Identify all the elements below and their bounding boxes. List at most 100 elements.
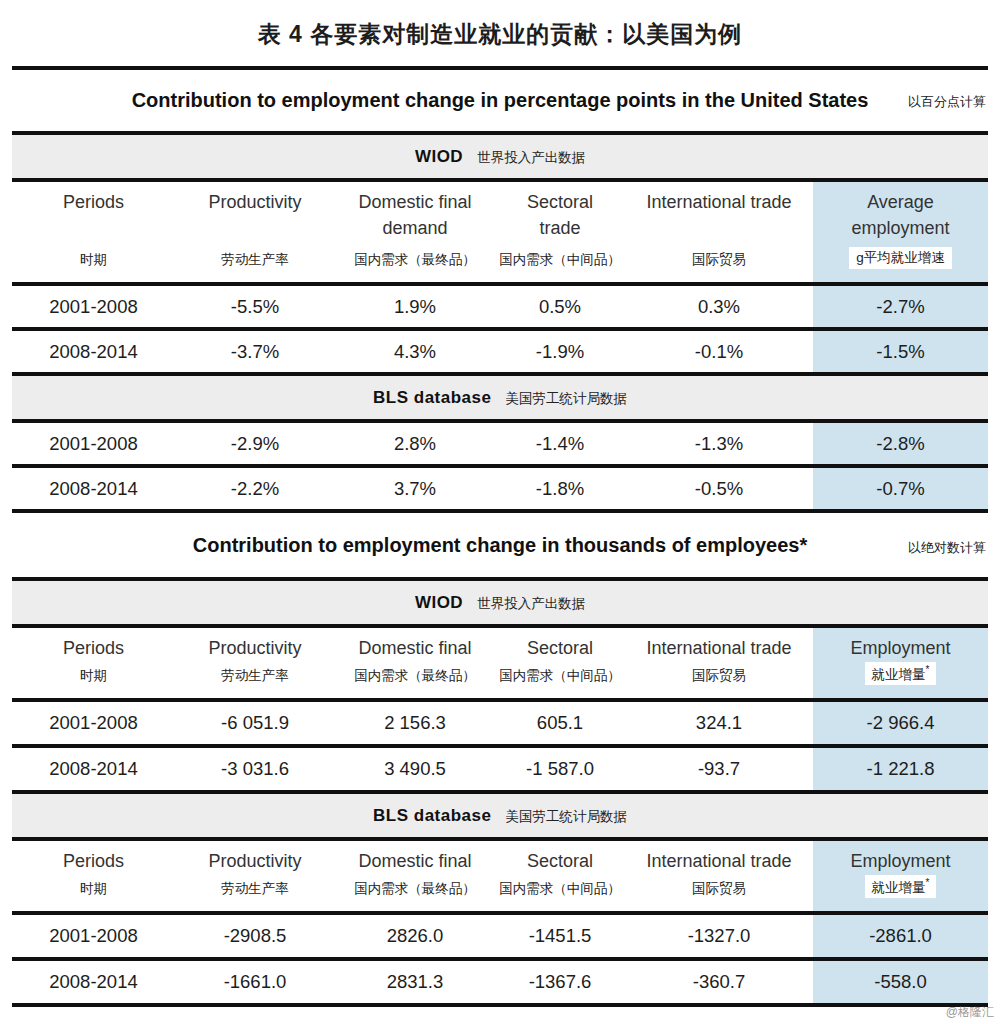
column-header-en: Periods [12, 848, 175, 874]
value-cell: 2.8% [335, 421, 495, 466]
column-header: Productivity 劳动生产率 [175, 626, 335, 700]
column-header-zh: 时期 [12, 251, 175, 269]
value-cell: -1327.0 [625, 913, 813, 959]
column-header-zh: 国际贸易 [625, 251, 813, 269]
band-row: BLS database美国劳工统计局数据 [12, 792, 988, 839]
column-header-row: Periods 时期 Productivity劳动生产率Domestic final… [12, 839, 988, 913]
period-cell: 2008-2014 [12, 466, 175, 511]
data-row: 2008-2014-3 031.63 490.5-1 587.0-93.7-1 … [12, 746, 988, 792]
band-label-en: WIOD [415, 147, 463, 166]
column-header-zh-label: 劳动生产率 [221, 881, 289, 896]
data-row: 2001-2008-2908.52826.0-1451.5-1327.0-286… [12, 913, 988, 959]
column-header-zh: 时期 [12, 667, 175, 685]
column-header-zh-label: 国内需求（最终品） [354, 668, 476, 683]
value-cell: 2831.3 [335, 959, 495, 1005]
period-cell: 2001-2008 [12, 913, 175, 959]
value-cell: -2.2% [175, 466, 335, 511]
column-header-zh-label: 劳动生产率 [221, 668, 289, 683]
value-cell: -1 587.0 [495, 746, 625, 792]
column-header: Domestic final国内需求（最终品） [335, 839, 495, 913]
value-cell: -1.9% [495, 329, 625, 374]
column-header-zh: 劳动生产率 [175, 251, 335, 269]
column-header-zh-label: 国内需求（中间品） [499, 881, 621, 896]
column-header-zh: 劳动生产率 [175, 880, 335, 898]
column-header-zh-label: 国际贸易 [692, 252, 746, 267]
section-heading: Contribution to employment change in per… [12, 70, 988, 131]
column-header-en: Periods [12, 635, 175, 661]
column-header-zh: 国内需求（最终品） [335, 667, 495, 685]
value-cell: 4.3% [335, 329, 495, 374]
band-cell: BLS database美国劳工统计局数据 [12, 374, 988, 421]
column-header: Average employmentg平均就业增速 [813, 180, 988, 284]
section-heading: Contribution to employment change in tho… [12, 513, 988, 577]
column-header: International trade 国际贸易 [625, 180, 813, 284]
column-header-zh-label: 时期 [80, 668, 107, 683]
value-cell: -1.5% [813, 329, 988, 374]
column-header-zh: 劳动生产率 [175, 667, 335, 685]
column-header-zh: 国际贸易 [625, 880, 813, 898]
column-header: Sectoral国内需求（中间品） [495, 626, 625, 700]
section-heading-text: Contribution to employment change in per… [132, 89, 869, 112]
column-header: Domestic final国内需求（最终品） [335, 626, 495, 700]
column-header-en: Periods [12, 189, 175, 215]
column-header-en: International trade [625, 635, 813, 661]
column-header: Productivity劳动生产率 [175, 839, 335, 913]
data-table: WIOD世界投入产出数据 Periods 时期 Productivity 劳动生产率 Do… [12, 577, 988, 1007]
value-cell: -1 221.8 [813, 746, 988, 792]
band-label-en: BLS database [373, 388, 491, 407]
column-header: Sectoral trade国内需求（中间品） [495, 180, 625, 284]
column-header-zh-label: 国内需求（最终品） [354, 252, 476, 267]
band-label-en: BLS database [373, 806, 491, 825]
column-header-zh-label: 时期 [80, 881, 107, 896]
column-header-row: Periods 时期 Productivity 劳动生产率 Domestic final… [12, 626, 988, 700]
band-cell: BLS database美国劳工统计局数据 [12, 792, 988, 839]
column-header-en: Sectoral [495, 635, 625, 661]
column-header-zh: 国内需求（中间品） [495, 880, 625, 898]
period-cell: 2008-2014 [12, 959, 175, 1005]
data-row: 2001-2008-6 051.92 156.3605.1324.1-2 966… [12, 700, 988, 746]
value-cell: -3.7% [175, 329, 335, 374]
column-header: Productivity劳动生产率 [175, 180, 335, 284]
section-heading-text: Contribution to employment change in tho… [193, 534, 808, 557]
band-row: WIOD世界投入产出数据 [12, 579, 988, 626]
band-cell: WIOD世界投入产出数据 [12, 579, 988, 626]
value-cell: 3.7% [335, 466, 495, 511]
section-heading-note: 以百分点计算 [908, 93, 986, 111]
period-cell: 2008-2014 [12, 329, 175, 374]
value-cell: -360.7 [625, 959, 813, 1005]
column-header-row: Periods 时期Productivity劳动生产率Domestic final… [12, 180, 988, 284]
band-label-zh: 世界投入产出数据 [477, 150, 585, 165]
column-header-zh-label: 就业增量* [865, 875, 937, 899]
band-label-zh: 世界投入产出数据 [477, 596, 585, 611]
column-header-en: Domestic final [335, 848, 495, 874]
data-row: 2001-2008-5.5%1.9%0.5%0.3%-2.7% [12, 284, 988, 329]
column-header: International trade 国际贸易 [625, 626, 813, 700]
value-cell: 0.3% [625, 284, 813, 329]
band-cell: WIOD 世界投入产出数据 [12, 133, 988, 180]
column-header: Periods 时期 [12, 839, 175, 913]
column-header: Sectoral 国内需求（中间品） [495, 839, 625, 913]
column-header-zh: 时期 [12, 880, 175, 898]
column-header: Employment就业增量* [813, 839, 988, 913]
data-row: 2008-2014-3.7%4.3%-1.9%-0.1%-1.5% [12, 329, 988, 374]
value-cell: 0.5% [495, 284, 625, 329]
column-header-en: International trade [625, 848, 813, 874]
value-cell: 1.9% [335, 284, 495, 329]
column-header-zh: 国际贸易 [625, 667, 813, 685]
column-header-en: Sectoral [495, 848, 625, 874]
column-header-en: Productivity [175, 635, 335, 661]
column-header-zh: 就业增量* [813, 662, 988, 686]
value-cell: -5.5% [175, 284, 335, 329]
column-header-en: Employment [813, 635, 988, 661]
column-header-zh-label: 劳动生产率 [221, 252, 289, 267]
value-cell: -1.8% [495, 466, 625, 511]
data-row: 2001-2008-2.9%2.8%-1.4%-1.3%-2.8% [12, 421, 988, 466]
band-row: WIOD 世界投入产出数据 [12, 133, 988, 180]
column-header: Domestic final demand国内需求（最终品） [335, 180, 495, 284]
value-cell: -2.7% [813, 284, 988, 329]
column-header-en: International trade [625, 189, 813, 215]
value-cell: -0.5% [625, 466, 813, 511]
page: 表 4 各要素对制造业就业的贡献：以美国为例 Contribution to e… [0, 0, 1000, 1024]
watermark: @格隆汇 [946, 1004, 994, 1021]
value-cell: 2 156.3 [335, 700, 495, 746]
